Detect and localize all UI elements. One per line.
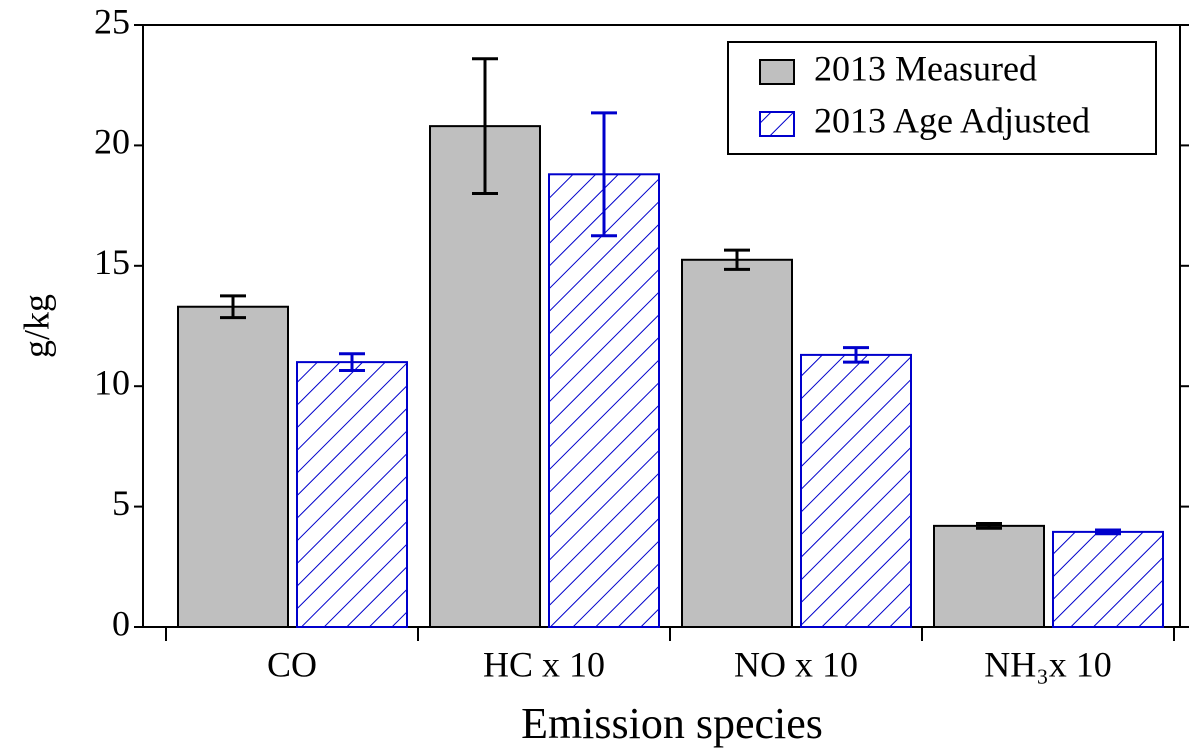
x-tick-label: CO [267,644,317,684]
error-bar [472,57,498,196]
bar [429,125,541,629]
legend-swatch [759,111,795,137]
x-tick-label: NH₃x 10 [984,644,1112,684]
y-tick-label: 20 [94,122,130,162]
plot-frame [142,24,1181,628]
legend-label: 2013 Measured [814,48,1037,88]
bar [681,258,793,628]
y-tick-label: 5 [112,483,130,523]
error-bar [591,111,617,238]
y-tick-label: 15 [94,242,130,282]
bar [1052,530,1164,628]
y-tick-label: 0 [112,603,130,643]
x-axis-label: Emission species [521,699,823,748]
legend-box [727,41,1157,155]
bar [296,361,408,628]
error-bar [976,521,1002,530]
error-bar [1095,528,1121,536]
legend-swatch [759,59,795,85]
bar [177,305,289,628]
y-tick-label: 10 [94,362,130,402]
bar [933,524,1045,629]
error-bar [220,294,246,320]
x-tick-label: NO x 10 [734,644,858,684]
error-bar [724,248,750,271]
error-bar [339,352,365,373]
y-tick-label: 25 [94,1,130,41]
bar [548,173,660,629]
error-bar [843,346,869,364]
bar [800,353,912,628]
legend-label: 2013 Age Adjusted [814,100,1090,140]
x-tick-label: HC x 10 [483,644,605,684]
y-axis-label: g/kg [16,294,56,358]
